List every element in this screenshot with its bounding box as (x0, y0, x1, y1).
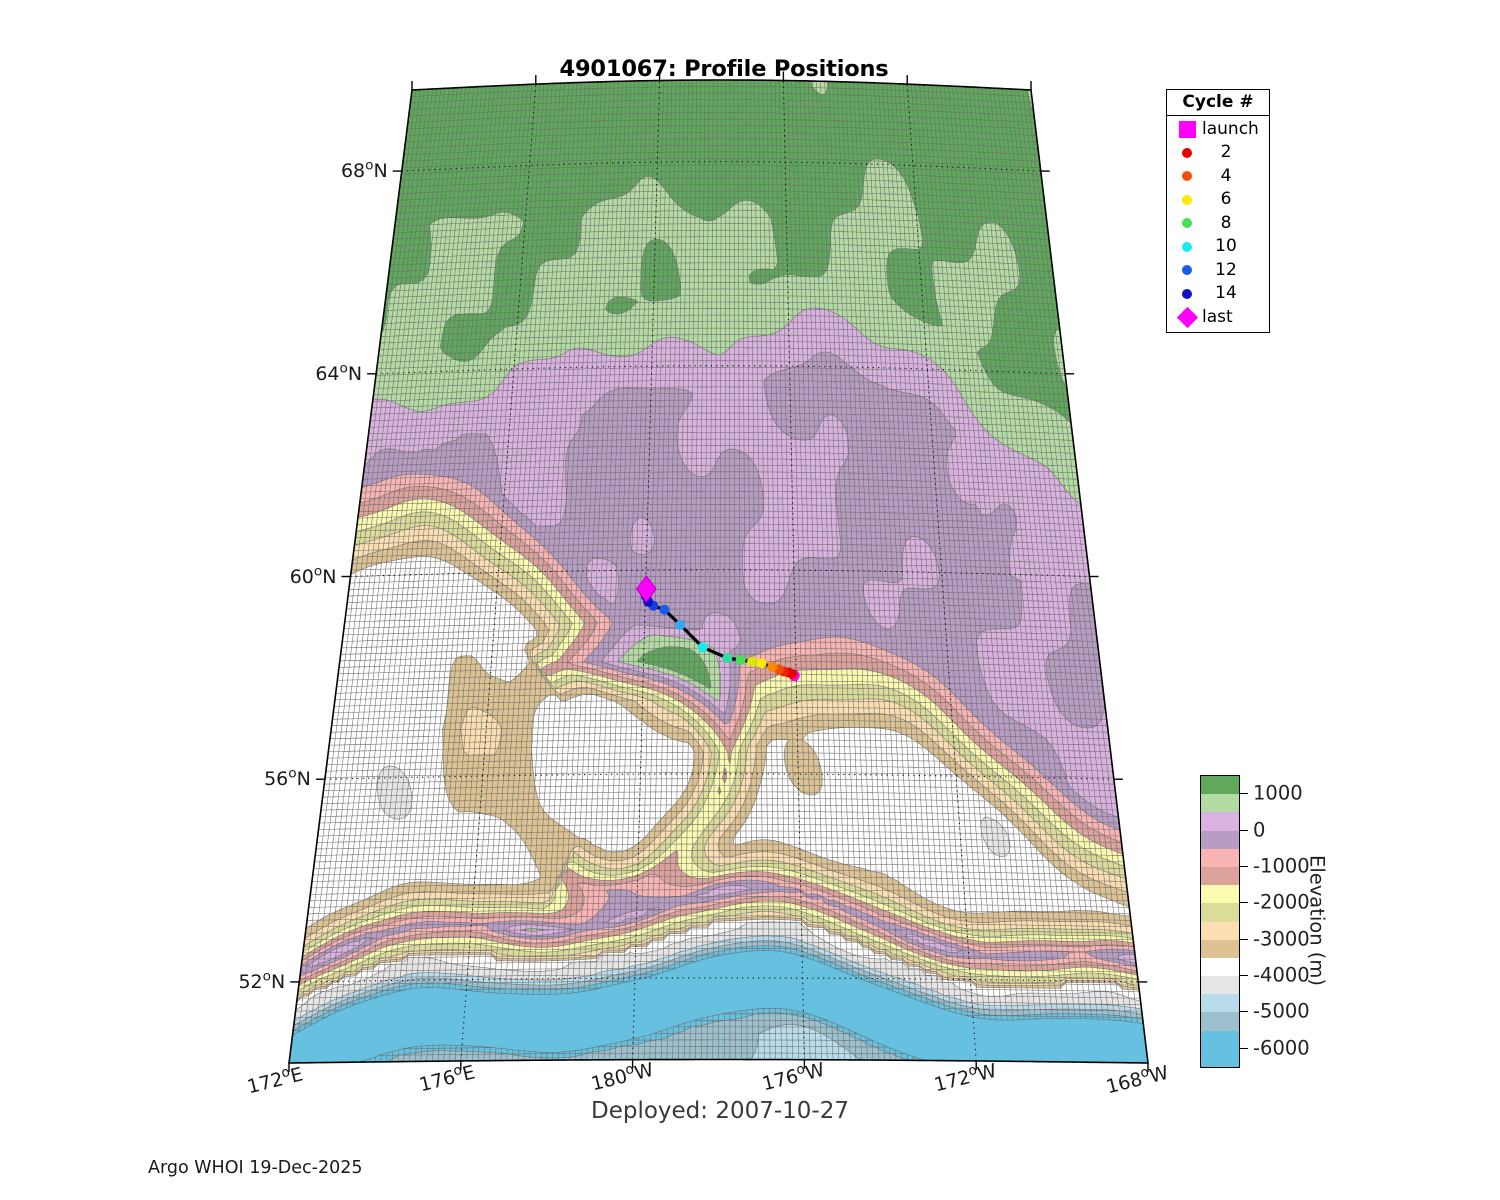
legend-item-10[interactable]: 10 (1167, 235, 1269, 259)
colorbar-tick (1239, 939, 1248, 940)
colorbar-tick-label: 0 (1253, 818, 1265, 841)
colorbar-tick (1239, 1048, 1248, 1049)
legend-items: launch 2 4 6 8 10 12 14 last (1167, 116, 1269, 333)
track-marker-cycle-6[interactable] (757, 658, 767, 668)
legend-label: 8 (1202, 215, 1250, 232)
colorbar-band (1201, 831, 1239, 849)
y-axis-tick-label: 68oN (341, 160, 388, 182)
y-axis-tick-label: 52oN (238, 971, 285, 993)
legend-marker-diamond-icon (1174, 310, 1200, 325)
legend-marker-square-icon (1174, 121, 1200, 138)
colorbar-tick (1239, 830, 1248, 831)
colorbar-band (1201, 940, 1239, 958)
colorbar-band (1201, 1031, 1239, 1049)
track-marker-cycle-7[interactable] (747, 657, 757, 667)
y-axis-tick-label: 64oN (315, 363, 362, 385)
legend-item-2[interactable]: 2 (1167, 141, 1269, 165)
colorbar-band (1201, 885, 1239, 903)
track-marker-cycle-8[interactable] (736, 655, 746, 665)
colorbar-tick (1239, 793, 1248, 794)
legend-title: Cycle # (1167, 90, 1269, 116)
deployed-caption: Deployed: 2007-10-27 (270, 1098, 1170, 1124)
legend-marker-circle-icon (1174, 148, 1200, 158)
legend-item-12[interactable]: 12 (1167, 259, 1269, 283)
colorbar-tick-label: 1000 (1253, 782, 1303, 805)
colorbar-band (1201, 776, 1239, 794)
colorbar-band (1201, 903, 1239, 921)
colorbar-band (1201, 922, 1239, 940)
bathymetry-contours (289, 80, 1148, 1063)
colorbar-band (1201, 812, 1239, 830)
track-marker-cycle-12[interactable] (659, 605, 669, 615)
colorbar-band (1201, 976, 1239, 994)
colorbar-tick (1239, 975, 1248, 976)
colorbar-axis-title: Elevation (m) (1302, 790, 1332, 1050)
track-marker-cycle-5[interactable] (767, 662, 777, 672)
colorbar-band (1201, 794, 1239, 812)
legend-marker-circle-icon (1174, 195, 1200, 205)
colorbar-band (1201, 958, 1239, 976)
y-axis-tick-label: 60oN (290, 566, 337, 588)
legend-marker-circle-icon (1174, 242, 1200, 252)
elevation-colorbar (1200, 775, 1240, 1068)
legend-label: last (1202, 309, 1233, 326)
colorbar-tick (1239, 866, 1248, 867)
colorbar-band (1201, 849, 1239, 867)
legend-item-8[interactable]: 8 (1167, 212, 1269, 236)
colorbar-band (1201, 1049, 1239, 1067)
legend-label: 4 (1202, 168, 1250, 185)
track-marker-cycle-9[interactable] (722, 653, 732, 663)
legend-marker-circle-icon (1174, 218, 1200, 228)
legend-item-14[interactable]: 14 (1167, 282, 1269, 306)
colorbar-tick (1239, 902, 1248, 903)
legend-marker-circle-icon (1174, 171, 1200, 181)
legend-label: 14 (1202, 285, 1250, 302)
legend-item-4[interactable]: 4 (1167, 165, 1269, 189)
legend-label: 10 (1202, 238, 1250, 255)
legend-label: 6 (1202, 191, 1250, 208)
colorbar-band (1201, 867, 1239, 885)
legend-item-launch[interactable]: launch (1167, 118, 1269, 142)
y-axis-tick-label: 56oN (264, 768, 311, 790)
track-marker-cycle-11[interactable] (675, 620, 685, 630)
legend-label: 12 (1202, 262, 1250, 279)
legend-marker-circle-icon (1174, 289, 1200, 299)
colorbar-band (1201, 1012, 1239, 1030)
legend-label: 2 (1202, 144, 1250, 161)
track-marker-cycle-10[interactable] (698, 642, 708, 652)
cycle-legend: Cycle # launch 2 4 6 8 10 12 14 last (1166, 89, 1270, 333)
legend-marker-circle-icon (1174, 265, 1200, 275)
footer-credit: Argo WHOI 19-Dec-2025 (148, 1158, 363, 1178)
colorbar-band (1201, 994, 1239, 1012)
legend-item-6[interactable]: 6 (1167, 188, 1269, 212)
legend-item-last[interactable]: last (1167, 306, 1269, 330)
legend-label: launch (1202, 121, 1259, 138)
colorbar-tick (1239, 1011, 1248, 1012)
